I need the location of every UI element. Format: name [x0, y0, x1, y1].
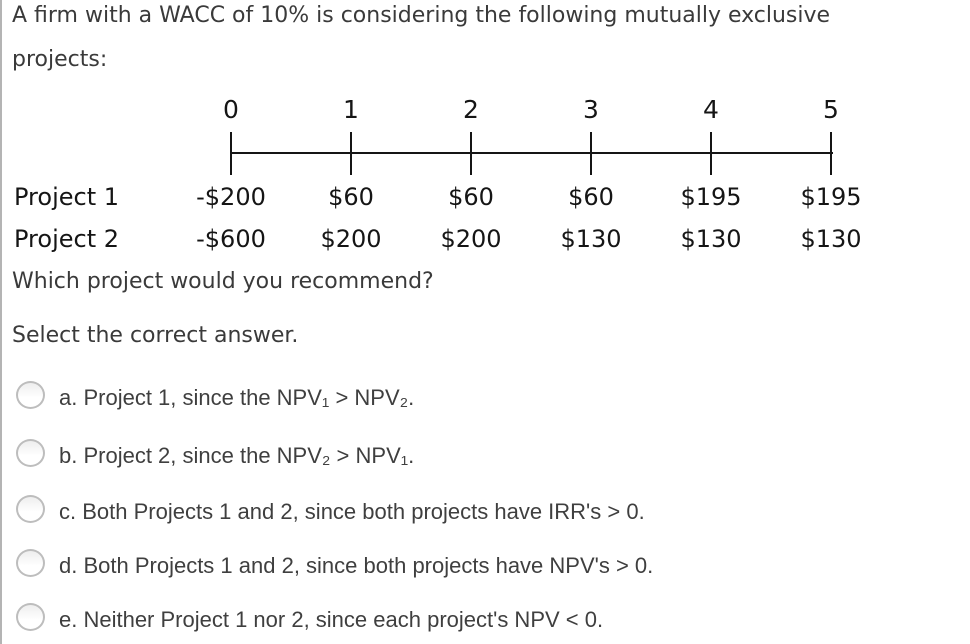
project-row-label: Project 2: [14, 225, 120, 253]
radio-option-b[interactable]: [16, 439, 45, 467]
timeline-tick-mark: [710, 132, 712, 175]
cashflow-value: $60: [448, 183, 494, 211]
timeline-axis-line: [230, 152, 833, 154]
option-label-d[interactable]: d. Both Projects 1 and 2, since both pro…: [59, 553, 654, 578]
cashflow-value: $195: [680, 183, 742, 211]
radio-option-c[interactable]: [16, 495, 45, 523]
timeline-tick-mark: [830, 132, 832, 175]
timeline-tick-mark: [470, 132, 472, 175]
timeline-period-label: 5: [823, 95, 839, 124]
project-row-label: Project 1: [14, 183, 120, 211]
question-instruction: Select the correct answer.: [12, 323, 299, 348]
option-label-e[interactable]: e. Neither Project 1 nor 2, since each p…: [59, 607, 604, 632]
cashflow-value: $200: [440, 225, 502, 253]
timeline-tick-mark: [350, 132, 352, 175]
option-label-b[interactable]: b. Project 2, since the NPV₂ > NPV₁.: [59, 443, 415, 468]
timeline-period-label: 2: [463, 95, 479, 124]
timeline-period-label: 0: [223, 95, 239, 124]
timeline-period-label: 3: [583, 95, 599, 124]
timeline-period-label: 1: [343, 95, 359, 124]
question-prompt: Which project would you recommend?: [12, 269, 434, 294]
option-label-c[interactable]: c. Both Projects 1 and 2, since both pro…: [59, 499, 645, 524]
timeline-tick-mark: [590, 132, 592, 175]
radio-option-d[interactable]: [16, 549, 45, 577]
cashflow-value: $200: [320, 225, 382, 253]
radio-option-a[interactable]: [16, 381, 45, 409]
question-intro-line-2: projects:: [12, 47, 108, 72]
cashflow-value: $130: [800, 225, 862, 253]
timeline-tick-mark: [230, 132, 232, 175]
cashflow-value: $60: [328, 183, 374, 211]
radio-option-e[interactable]: [16, 603, 45, 631]
cashflow-value: $130: [680, 225, 742, 253]
cashflow-value: $195: [800, 183, 862, 211]
question-intro-line-1: A firm with a WACC of 10% is considering…: [12, 3, 831, 28]
cashflow-value: -$600: [196, 225, 266, 253]
cashflow-value: $60: [568, 183, 614, 211]
timeline-period-label: 4: [703, 95, 719, 124]
cashflow-value: -$200: [196, 183, 266, 211]
cashflow-value: $130: [560, 225, 622, 253]
option-label-a[interactable]: a. Project 1, since the NPV₁ > NPV₂.: [59, 385, 415, 410]
